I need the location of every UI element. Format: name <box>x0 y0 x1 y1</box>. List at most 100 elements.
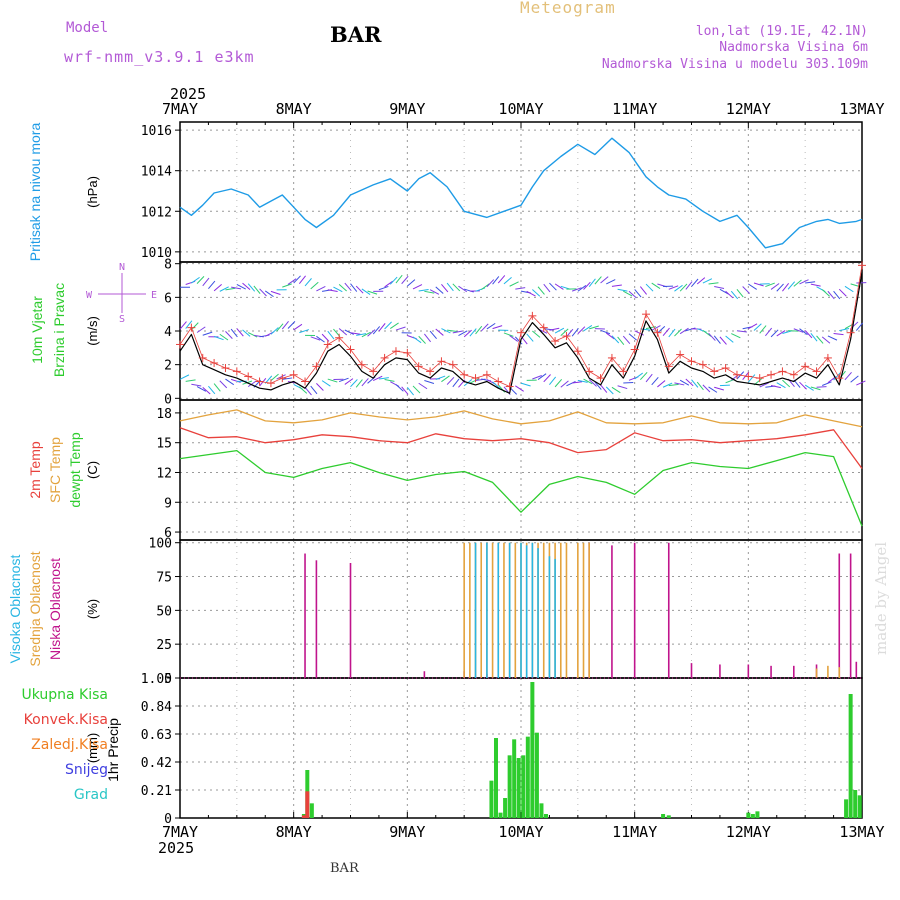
wind-arrow <box>600 329 611 335</box>
wind-arrow <box>708 332 716 341</box>
wind-arrow <box>765 282 775 288</box>
wind-arrow <box>572 381 583 384</box>
wind-arrow <box>532 375 542 380</box>
precip-bar <box>848 694 853 818</box>
wind-arrow <box>316 335 325 343</box>
wind-arrow <box>236 328 244 337</box>
wind-arrow <box>799 279 809 285</box>
precip-bar <box>755 811 760 818</box>
cloud-high-title: Visoka Oblacnost <box>7 555 23 664</box>
wind-arrow <box>855 322 864 331</box>
wind-arrow <box>668 328 676 338</box>
precip-bar <box>503 798 508 818</box>
wind-arrow <box>674 382 685 386</box>
wind-arrow <box>696 381 704 391</box>
wind-arrow <box>725 290 734 299</box>
precip-bar <box>521 755 526 818</box>
wind-arrow <box>418 289 429 292</box>
wind-arrow <box>225 378 235 386</box>
wind-arrow <box>702 278 713 284</box>
wind-arrow <box>435 286 444 294</box>
precip-bar <box>309 803 314 818</box>
y-tick-label: 0.84 <box>141 700 172 715</box>
wind-arrow <box>514 336 523 345</box>
precip-series-ukupna-kisa <box>301 682 862 818</box>
wind-arrow <box>810 283 821 287</box>
wind-arrow <box>617 288 628 292</box>
wind-arrow <box>486 322 496 330</box>
wind-arrow <box>799 328 808 336</box>
wind-arrow <box>463 329 472 338</box>
wind-arrow <box>338 284 347 292</box>
model-name: wrf-nmm_v3.9.1 e3km <box>64 48 255 66</box>
precip-legend-item: Grad <box>74 787 108 803</box>
wind-arrow <box>395 274 403 284</box>
wind-arrow <box>373 375 383 382</box>
wind-arrow <box>350 379 358 388</box>
wind-arrow <box>208 280 216 290</box>
wind-arrow <box>196 326 206 333</box>
time-tick-label-top: 8MAY <box>276 100 312 118</box>
wind-arrow <box>827 290 835 300</box>
wind-arrow <box>492 276 500 285</box>
wind-arrow <box>770 283 780 290</box>
precip-bar <box>516 758 521 818</box>
wind-arrow <box>264 290 274 298</box>
temperature-frame <box>179 399 863 541</box>
y-tick-label: 6 <box>164 526 172 541</box>
clouds-ylabel: (%) <box>85 599 100 619</box>
wind-arrow <box>588 379 597 387</box>
wind-arrow <box>674 284 683 292</box>
wind-arrow <box>634 372 644 380</box>
wind-arrow <box>702 329 712 337</box>
wind-arrow <box>793 279 802 287</box>
wind-arrow <box>344 329 354 335</box>
precip-bar <box>844 799 849 818</box>
model-elevation-info: Nadmorska Visina u modelu 303.109m <box>601 57 868 72</box>
wind-arrow <box>787 281 796 290</box>
y-tick-label: 1.05 <box>141 672 172 687</box>
wind-arrow <box>770 329 779 338</box>
wind-arrow <box>242 329 251 337</box>
wind-arrow <box>532 289 541 297</box>
wind-arrow <box>282 377 293 380</box>
precip-bar <box>512 739 517 818</box>
wind-arrow <box>708 386 718 393</box>
wind-arrow <box>355 285 364 294</box>
wind-arrow <box>691 379 699 388</box>
wind-arrow <box>355 379 363 388</box>
time-tick-label-top: 10MAY <box>498 100 543 118</box>
wind-arrow <box>782 283 790 292</box>
wind-arrow <box>327 330 335 340</box>
wind-arrow <box>338 377 349 383</box>
precip-bar <box>305 791 310 818</box>
wind-arrow <box>776 283 784 292</box>
precip-bar <box>857 795 862 818</box>
lonlat-info: lon,lat (19.1E, 42.1N) <box>695 24 868 39</box>
wind-arrow <box>622 335 631 344</box>
precip-bar <box>666 815 671 818</box>
wind-arrow <box>304 387 312 396</box>
wind-arrow <box>537 373 547 380</box>
wind-arrow <box>458 330 468 336</box>
y-tick-label: 50 <box>156 604 172 619</box>
wind-arrow <box>293 323 303 331</box>
precip-frame <box>179 677 863 819</box>
precip-bar <box>489 780 494 818</box>
wind-arrow <box>679 327 689 335</box>
wind-arrow <box>719 288 729 295</box>
wind-arrow <box>310 385 318 395</box>
wind-arrow <box>617 385 628 390</box>
wind-arrow <box>213 283 222 292</box>
wind-arrow <box>191 322 199 331</box>
wind-arrow <box>747 374 756 383</box>
wind-arrow <box>458 285 468 293</box>
precip-bar <box>530 682 535 818</box>
model-label: Model <box>66 20 109 36</box>
wind-speed-line <box>179 271 863 394</box>
precip-bar <box>301 815 306 818</box>
wind-arrow <box>651 325 661 331</box>
wind-arrow <box>537 286 545 295</box>
compass-s: S <box>119 314 125 325</box>
wind-arrow <box>230 378 241 383</box>
